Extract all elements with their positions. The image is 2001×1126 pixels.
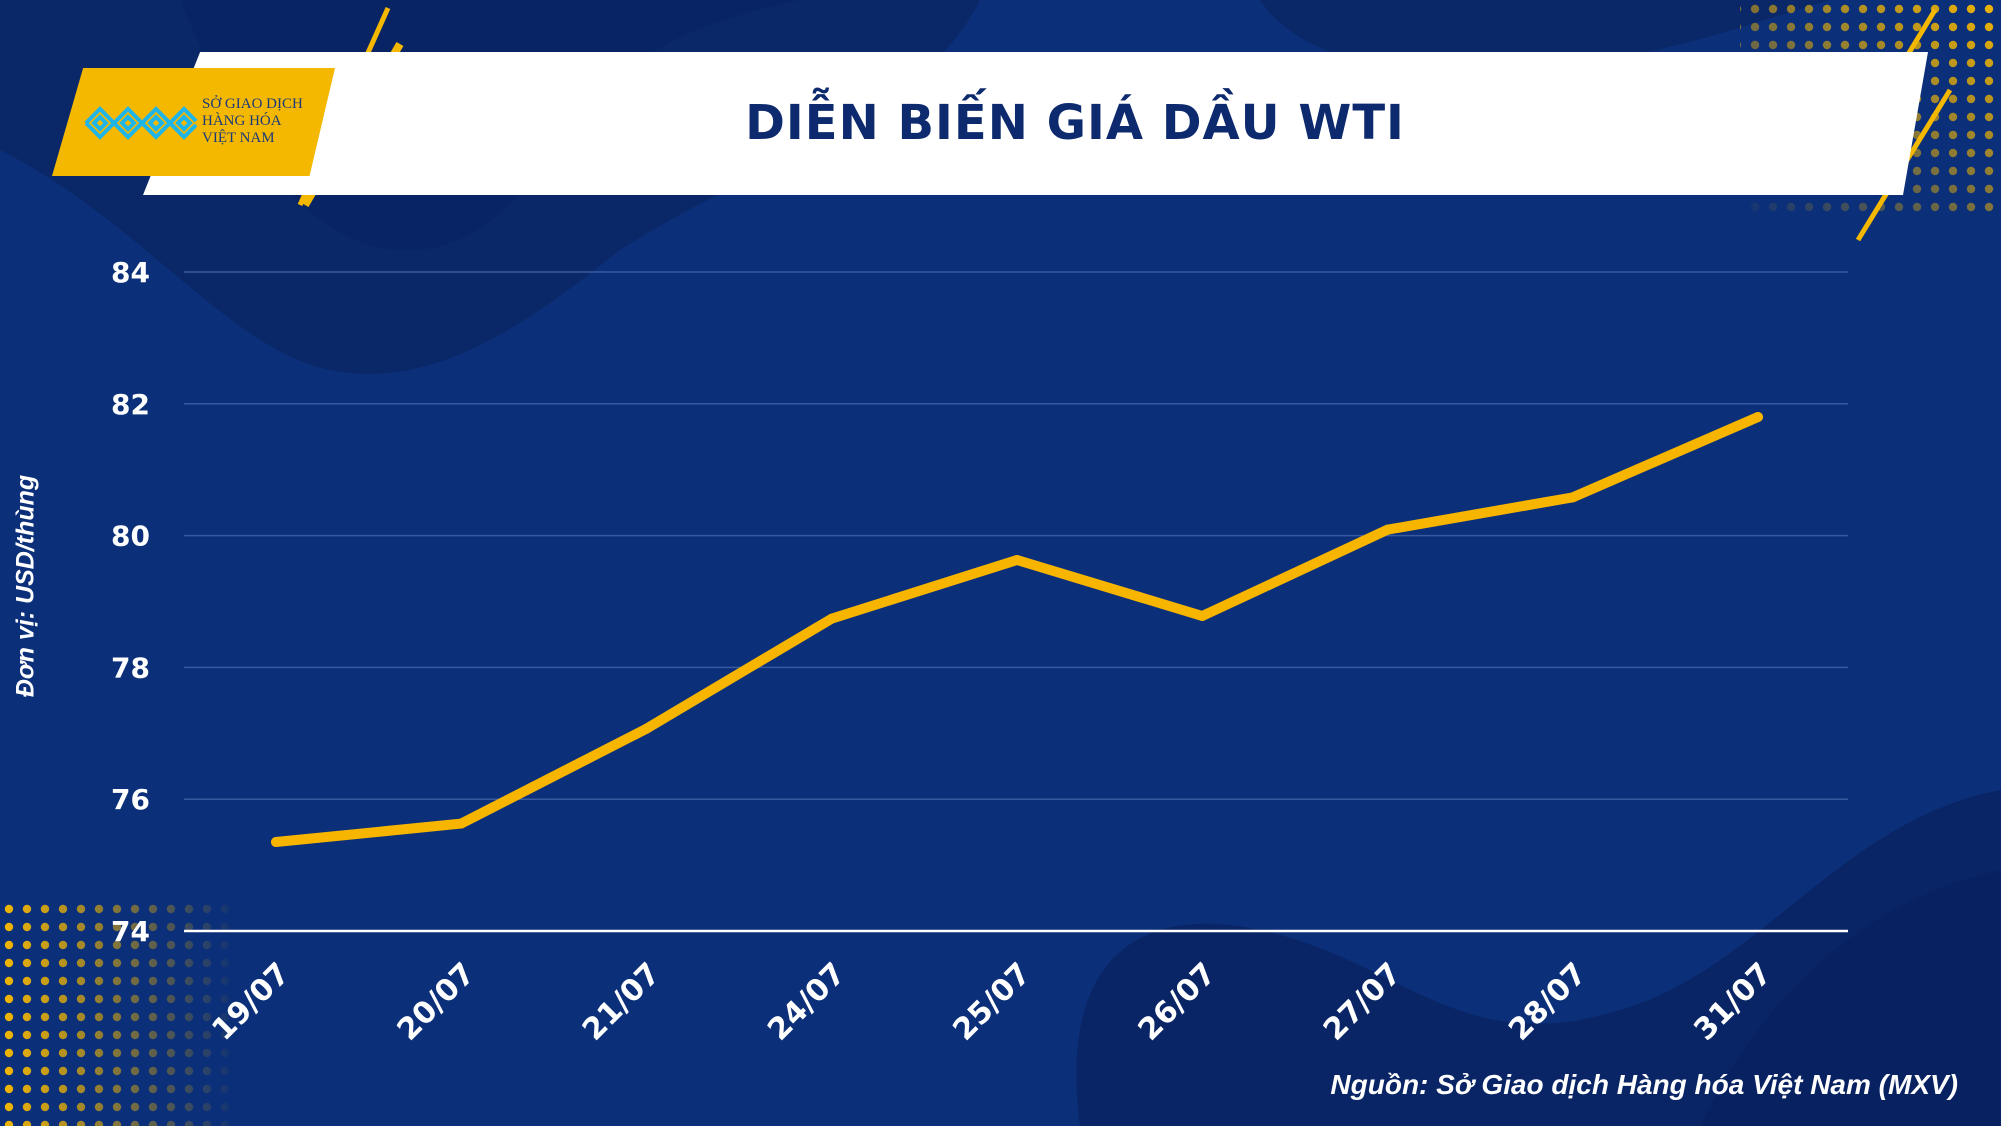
y-tick-label: 84 [111, 256, 150, 289]
data-point [1753, 411, 1763, 422]
title-banner [143, 52, 1928, 195]
y-axis-label-text: Đơn vị: USD/thùng [11, 474, 40, 698]
y-tick-label: 82 [111, 388, 150, 421]
logo-icon [84, 106, 198, 140]
data-point [1382, 524, 1393, 535]
series-line [271, 411, 1763, 848]
x-tick-label: 21/07 [576, 956, 668, 1048]
x-tick-label: 20/07 [391, 956, 483, 1048]
data-point [271, 837, 281, 848]
series-group [271, 411, 1763, 848]
grid-lines [184, 271, 1848, 933]
x-tick-label: 31/07 [1687, 956, 1779, 1048]
x-tick-label: 26/07 [1132, 956, 1224, 1048]
data-point [641, 723, 652, 734]
data-point [1012, 554, 1022, 565]
data-point [456, 818, 467, 829]
logo-wordmark: SỞ GIAO DỊCH HÀNG HÓA VIỆT NAM [202, 96, 322, 147]
x-tick-label: 28/07 [1502, 956, 1594, 1048]
data-point [826, 613, 837, 624]
logo-line-3: VIỆT NAM [202, 130, 275, 146]
logo-line-1: SỞ GIAO DỊCH [202, 96, 303, 112]
y-axis-ticks: 74 76 78 80 82 84 [111, 256, 150, 948]
y-tick-label: 78 [111, 651, 150, 684]
x-tick-label: 19/07 [205, 956, 297, 1048]
x-axis-ticks: 19/07 20/07 21/07 24/07 25/07 26/07 27/07 28/07… [205, 956, 1779, 1048]
logo-line-2: HÀNG HÓA [202, 113, 282, 129]
data-point [1567, 492, 1578, 503]
logo-background [52, 68, 335, 176]
chart-title: DIỄN BIẾN GIÁ DẦU WTI [745, 95, 1405, 151]
y-tick-label: 76 [111, 783, 150, 816]
x-tick-label: 24/07 [761, 956, 853, 1048]
y-tick-label: 74 [111, 915, 150, 948]
data-point [1197, 610, 1208, 621]
x-tick-label: 27/07 [1317, 956, 1409, 1048]
source-note: Nguồn: Sở Giao dịch Hàng hóa Việt Nam (M… [1330, 1069, 1958, 1100]
x-tick-label: 25/07 [946, 956, 1038, 1048]
y-tick-label: 80 [111, 520, 150, 553]
